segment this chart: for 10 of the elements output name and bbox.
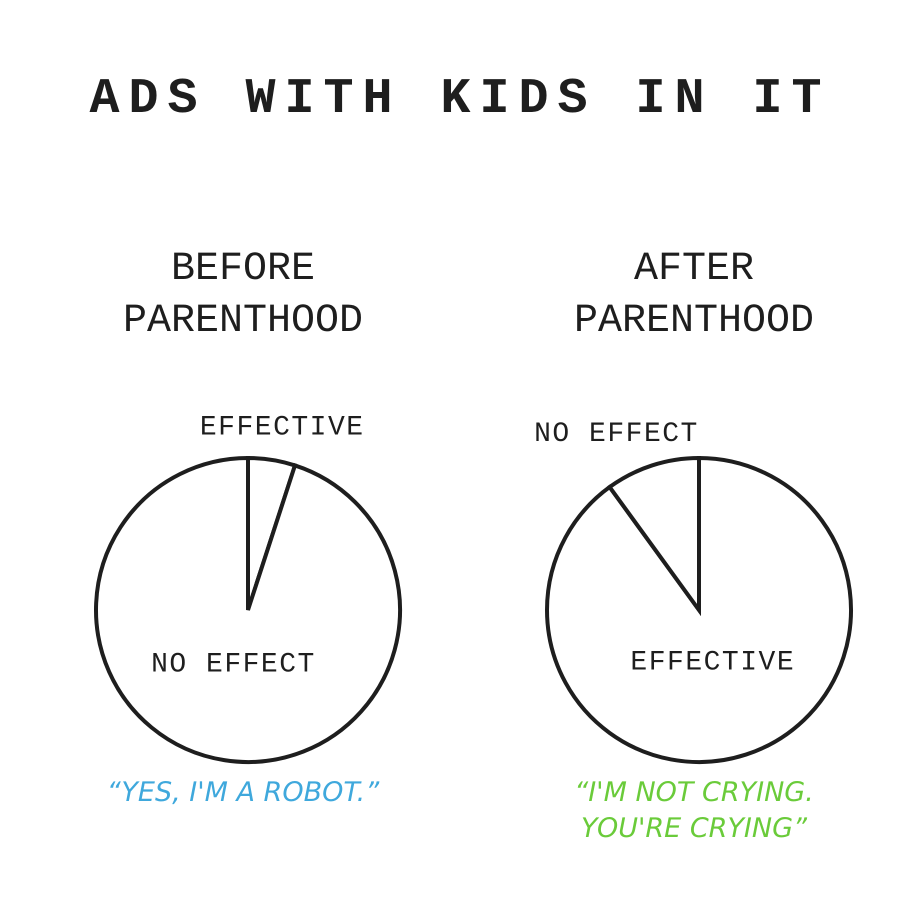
text: “I'M NOT CRYING. YOU'RE CRYING” — [573, 776, 815, 846]
slice-label: EFFECTIVE — [200, 412, 365, 444]
chart-title: BEFORE PARENTHOOD — [122, 246, 364, 346]
pie-slice — [94, 456, 402, 764]
slice-label: NO EFFECT — [151, 650, 316, 681]
slice-label: EFFECTIVE — [630, 647, 796, 678]
chart-title: AFTER PARENTHOOD — [572, 246, 816, 346]
slice-label: NO EFFECT — [534, 418, 699, 450]
text: “YES, I'M A ROBOT.” — [106, 776, 380, 810]
text: ADS WITH KIDS IN IT — [89, 70, 831, 130]
